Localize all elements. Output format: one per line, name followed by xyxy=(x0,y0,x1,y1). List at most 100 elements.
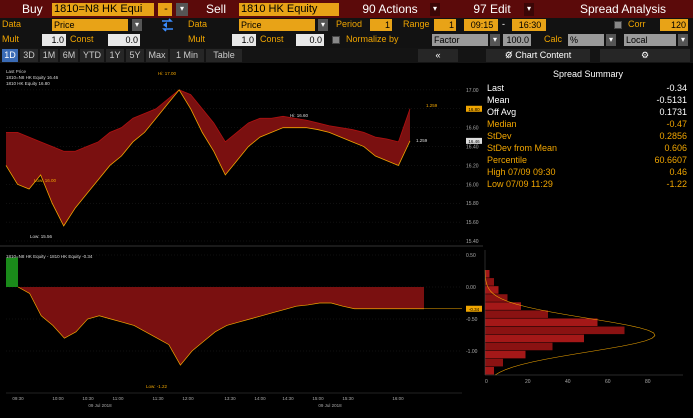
calc-select[interactable]: % xyxy=(568,34,604,46)
histogram-tick-label: 40 xyxy=(565,379,571,385)
normalize-checkbox[interactable] xyxy=(332,36,340,44)
tab-table[interactable]: Table xyxy=(206,49,242,62)
end-time-input[interactable]: 16:30 xyxy=(512,19,546,31)
series-line xyxy=(5,89,411,227)
data1-dropdown-icon[interactable]: ▾ xyxy=(132,19,142,31)
sell-security-input[interactable]: 1810 HK Equity xyxy=(239,3,339,16)
y-tick-label: -1.00 xyxy=(466,349,478,355)
last-spread-tag xyxy=(466,305,482,312)
tab-6m[interactable]: 6M xyxy=(60,49,78,62)
buy-security-input[interactable]: 1810=N8 HK Equi xyxy=(52,3,154,16)
swap-icon[interactable] xyxy=(160,18,176,33)
y-tick-label: 16.00 xyxy=(466,182,479,188)
summary-row: Mean -0.5131 xyxy=(487,95,687,106)
factor-select[interactable]: Factor xyxy=(432,34,488,46)
histogram-bar xyxy=(485,326,625,335)
summary-key: Low 07/09 11:29 xyxy=(487,179,553,189)
tab-5y[interactable]: 5Y xyxy=(126,49,144,62)
last-price-label: 16.80 xyxy=(468,107,480,112)
y-tick-label: 0.00 xyxy=(466,285,476,291)
y-tick-label: 17.00 xyxy=(466,88,479,94)
start-time-input[interactable]: 09:15 xyxy=(464,19,498,31)
summary-row: Last -0.34 xyxy=(487,83,687,94)
timezone-dropdown-icon[interactable]: ▾ xyxy=(678,34,688,46)
multiplier-row: Mult 1.0 Const 0.0 Mult 1.0 Const 0.0 No… xyxy=(0,33,693,48)
x-tick-label: 16:00 xyxy=(392,396,404,401)
const2-input[interactable]: 0.0 xyxy=(296,34,324,46)
summary-key: StDev from Mean xyxy=(487,143,558,153)
mult1-input[interactable]: 1.0 xyxy=(42,34,66,46)
summary-key: Median xyxy=(487,119,517,129)
histogram-bar xyxy=(485,286,499,294)
buy-dropdown-icon[interactable]: ▾ xyxy=(176,3,188,16)
price-chart[interactable]: 17.00 16.80 16.60 16.40 16.20 16.00 15.80 15.60… xyxy=(0,63,483,413)
tab-1y[interactable]: 1Y xyxy=(106,49,124,62)
summary-row: StDev from Mean 0.606 xyxy=(487,143,687,154)
summary-value: -0.47 xyxy=(666,119,687,129)
timezone-select[interactable]: Local xyxy=(624,34,676,46)
summary-row: StDev 0.2856 xyxy=(487,131,687,142)
command-bar: Buy 1810=N8 HK Equi - ▾ Sell 1810 HK Equ… xyxy=(0,0,693,18)
mid-annotation: Hi: 16.60 xyxy=(290,113,309,118)
histogram-bar xyxy=(485,294,508,302)
data1-select[interactable]: Price xyxy=(52,19,128,31)
actions-dropdown-icon[interactable]: ▾ xyxy=(430,3,440,16)
y-tick-label: 0.50 xyxy=(466,253,476,259)
chart-content-button[interactable]: ⚙̸ Chart Content xyxy=(486,49,590,62)
tab-max[interactable]: Max xyxy=(146,49,168,62)
factor-dropdown-icon[interactable]: ▾ xyxy=(490,34,500,46)
const1-label: Const xyxy=(70,34,94,44)
tab-1m[interactable]: 1M xyxy=(40,49,58,62)
y-tick-label: 15.60 xyxy=(466,220,479,226)
actions-button[interactable]: 90 Actions xyxy=(354,2,426,16)
calc-dropdown-icon[interactable]: ▾ xyxy=(606,34,616,46)
tab-1-min[interactable]: 1 Min xyxy=(170,49,204,62)
settings-gear-button[interactable]: ⚙ xyxy=(600,49,690,62)
histogram-tick-label: 60 xyxy=(605,379,611,385)
summary-value: 0.606 xyxy=(664,143,687,153)
chart-svg: 17.00 16.80 16.60 16.40 16.20 16.00 15.80 15.60… xyxy=(0,63,483,408)
summary-row: High 07/09 09:30 0.46 xyxy=(487,167,687,178)
tab-1d[interactable]: 1D xyxy=(2,49,18,62)
tab-ytd[interactable]: YTD xyxy=(80,49,104,62)
const2-label: Const xyxy=(260,34,284,44)
positive-spread-bar xyxy=(6,257,18,287)
summary-value: -0.34 xyxy=(666,83,687,93)
data-row: Data Price ▾ Data Price ▾ Period 1 Range… xyxy=(0,18,693,33)
histogram-bar xyxy=(485,302,521,310)
factor-input[interactable]: 100.0 xyxy=(503,34,531,46)
period-input[interactable]: 1 xyxy=(370,19,392,31)
last-price-tag xyxy=(466,137,482,144)
summary-value: 0.1731 xyxy=(659,107,687,117)
spread-summary-panel: Spread Summary Last -0.34 Mean -0.5131 Off A… xyxy=(483,63,693,250)
corr-input[interactable]: 120 xyxy=(660,19,688,31)
edit-dropdown-icon[interactable]: ▾ xyxy=(524,3,534,16)
range-input[interactable]: 1 xyxy=(434,19,456,31)
x-tick-label: 15:30 xyxy=(342,396,354,401)
line-tag: 1.259 xyxy=(416,138,428,143)
summary-row: Off Avg 0.1731 xyxy=(487,107,687,118)
data2-dropdown-icon[interactable]: ▾ xyxy=(318,19,328,31)
x-tick-label: 11:00 xyxy=(113,396,124,401)
tab-3d[interactable]: 3D xyxy=(20,49,38,62)
collapse-panel-button[interactable]: « xyxy=(418,49,458,62)
const1-input[interactable]: 0.0 xyxy=(108,34,140,46)
y-tick-label: 16.20 xyxy=(466,163,479,169)
edit-button[interactable]: 97 Edit xyxy=(473,2,511,16)
x-tick-label: 15:00 xyxy=(312,396,324,401)
summary-value: 0.46 xyxy=(669,167,687,177)
series-line xyxy=(6,89,411,152)
calc-label: Calc xyxy=(544,34,563,44)
x-tick-label: 11:30 xyxy=(153,396,164,401)
mult2-input[interactable]: 1.0 xyxy=(232,34,256,46)
data2-label: Data xyxy=(188,19,208,29)
histogram-bar xyxy=(485,270,490,278)
summary-title: Spread Summary xyxy=(552,69,624,79)
summary-key: High 07/09 09:30 xyxy=(487,167,556,177)
data2-select[interactable]: Price xyxy=(239,19,315,31)
buy-dash-field[interactable]: - xyxy=(158,3,172,16)
x-tick-label: 13:30 xyxy=(224,396,236,401)
line-tag: 1.259 xyxy=(426,103,438,108)
summary-key: Off Avg xyxy=(487,107,517,117)
corr-checkbox[interactable] xyxy=(614,21,622,29)
